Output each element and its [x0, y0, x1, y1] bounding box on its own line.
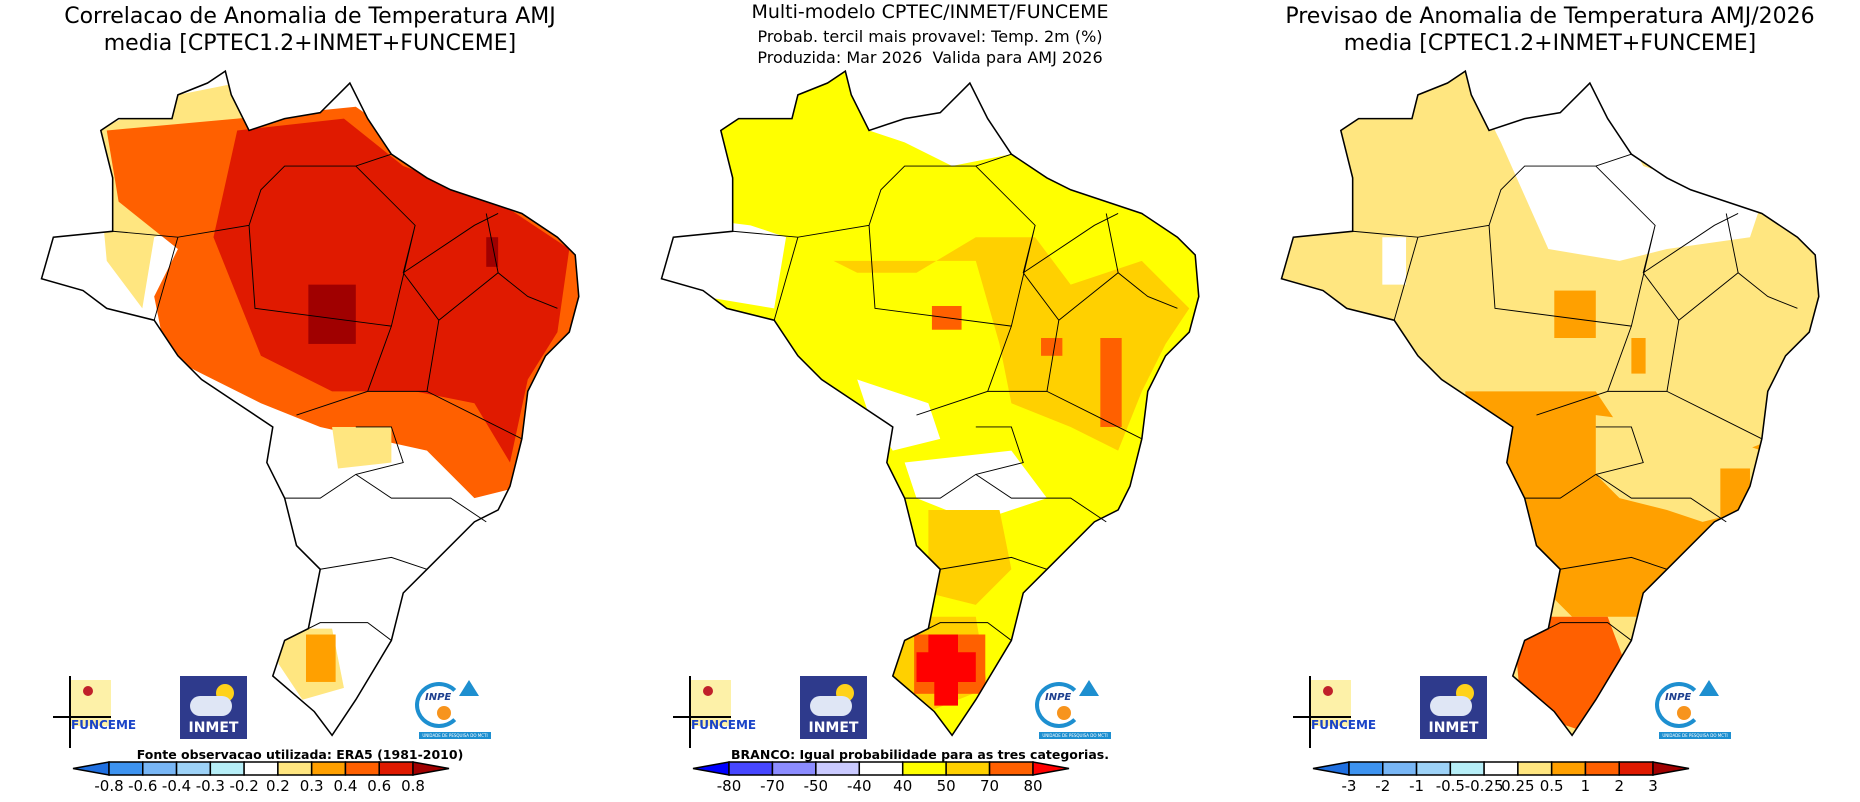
panel-correlation: Correlacao de Anomalia de Temperatura AM… [0, 0, 620, 802]
panel-title-line-2: media [CPTEC1.2+INMET+FUNCEME] [1343, 31, 1757, 56]
colorbar-graphic [1312, 761, 1690, 776]
colorbar-swatch [988, 761, 1034, 776]
colorbar-tick-label: -0.4 [161, 777, 192, 795]
colorbar-swatch [1483, 761, 1519, 776]
colorbar-swatch [1550, 761, 1587, 776]
colorbar-swatch [901, 761, 947, 776]
colorbar-tick-label: -0.3 [195, 777, 225, 795]
brazil-map [1280, 69, 1820, 737]
colorbar-swatch [1584, 761, 1620, 776]
colorbar-left-arrow [1312, 761, 1350, 776]
inpe-logo-band: UNIDADE DE PESQUISA DO MCTI [419, 732, 491, 739]
colorbar-tick-label: 0.8 [401, 777, 425, 795]
colorbar-graphic [72, 761, 450, 776]
colorbar-tick-label: -0.8 [94, 777, 124, 795]
inpe-logo-band: UNIDADE DE PESQUISA DO MCTI [1659, 732, 1731, 739]
colorbar-swatch [277, 761, 313, 776]
inmet-logo: INMET [1420, 676, 1487, 739]
colorbar-swatch [945, 761, 991, 776]
inmet-logo-text: INMET [188, 720, 239, 736]
colorbar-swatch [344, 761, 380, 776]
inpe-logo-text: INPE [425, 692, 452, 703]
colorbar-tick-label: 70 [980, 777, 1000, 795]
panel-probability: Multi-modelo CPTEC/INMET/FUNCEME Probab.… [620, 0, 1240, 802]
colorbar-swatch [310, 761, 347, 776]
colorbar-swatch [142, 761, 178, 776]
panel-title-line-1: Correlacao de Anomalia de Temperatura AM… [64, 4, 556, 29]
inpe-logo: INPE UNIDADE DE PESQUISA DO MCTI [409, 680, 494, 742]
colorbar-swatch [858, 761, 904, 776]
funceme-logo-text: FUNCEME [1311, 718, 1377, 732]
colorbar-tick-label: -40 [847, 777, 872, 795]
inmet-logo: INMET [180, 676, 247, 739]
colorbar-swatch [1348, 761, 1384, 776]
colorbar-swatch [771, 761, 817, 776]
colorbar-tick-label: 0.6 [367, 777, 392, 795]
colorbar-tick-label: 3 [1648, 777, 1658, 795]
colorbar-tick-label: 40 [893, 777, 913, 795]
colorbar-right-arrow [1032, 761, 1070, 776]
inpe-logo-band: UNIDADE DE PESQUISA DO MCTI [1039, 732, 1111, 739]
panel-title-line-2: media [CPTEC1.2+INMET+FUNCEME] [103, 31, 517, 56]
colorbar-tick-label: 0.5 [1539, 777, 1564, 795]
colorbar-swatch [1382, 761, 1418, 776]
inmet-logo-text: INMET [808, 720, 859, 736]
inpe-logo-text: INPE [1045, 692, 1072, 703]
colorbar-tick-label: -3 [1341, 777, 1357, 795]
panel-title-line-1: Multi-modelo CPTEC/INMET/FUNCEME [751, 1, 1109, 23]
colorbar-tick-label: 80 [1023, 777, 1043, 795]
colorbar-tick-label: -0.5 [1435, 777, 1465, 795]
funceme-logo: FUNCEME [53, 676, 136, 748]
inmet-logo: INMET [800, 676, 867, 739]
funceme-logo: FUNCEME [673, 676, 756, 748]
funceme-logo: FUNCEME [1293, 676, 1376, 748]
colorbar-tick-label: 50 [936, 777, 956, 795]
panel-title-line-1: Previsao de Anomalia de Temperatura AMJ/… [1285, 4, 1815, 29]
panel-forecast: Previsao de Anomalia de Temperatura AMJ/… [1240, 0, 1860, 802]
colorbar-swatch [175, 761, 212, 776]
colorbar-swatch [108, 761, 144, 776]
colorbar-tick-label: 0.25 [1501, 777, 1535, 795]
inpe-logo-text: INPE [1665, 692, 1692, 703]
inpe-logo: INPE UNIDADE DE PESQUISA DO MCTI [1029, 680, 1114, 742]
colorbar-graphic [692, 761, 1070, 776]
brazil-map [660, 69, 1200, 737]
colorbar-left-arrow [692, 761, 730, 776]
colorbar-caption: BRANCO: Igual probabilidade para as tres… [731, 747, 1109, 762]
colorbar-tick-label: 0.3 [299, 777, 324, 795]
colorbar-right-arrow [1652, 761, 1690, 776]
colorbar-swatch [1517, 761, 1553, 776]
inpe-logo: INPE UNIDADE DE PESQUISA DO MCTI [1649, 680, 1734, 742]
inmet-logo-text: INMET [1428, 720, 1479, 736]
brazil-map [40, 69, 580, 737]
colorbar-tick-label: -0.25 [1464, 777, 1504, 795]
colorbar-swatch [243, 761, 279, 776]
colorbar-swatch [378, 761, 414, 776]
panel-title-line-2: Probab. tercil mais provavel: Temp. 2m (… [757, 27, 1103, 46]
colorbar-swatch [1618, 761, 1654, 776]
colorbar-tick-label: -0.2 [229, 777, 259, 795]
funceme-logo-text: FUNCEME [691, 718, 757, 732]
colorbar-swatch [728, 761, 774, 776]
colorbar-swatch [1449, 761, 1485, 776]
colorbar-tick-label: 0.4 [333, 777, 358, 795]
colorbar-tick-label: -1 [1409, 777, 1425, 795]
funceme-logo-text: FUNCEME [71, 718, 137, 732]
colorbar-swatch [209, 761, 245, 776]
colorbar-tick-label: -80 [716, 777, 742, 795]
colorbar-tick-label: -50 [803, 777, 829, 795]
panel-title-line-3: Produzida: Mar 2026 Valida para AMJ 2026 [757, 48, 1103, 67]
colorbar-tick-label: -70 [760, 777, 785, 795]
colorbar-swatch [1415, 761, 1452, 776]
colorbar-right-arrow [412, 761, 450, 776]
colorbar-tick-label: -2 [1375, 777, 1391, 795]
colorbar-swatch [815, 761, 861, 776]
colorbar-tick-label: 1 [1580, 777, 1591, 795]
colorbar-tick-label: 2 [1614, 777, 1624, 795]
colorbar-tick-label: -0.6 [128, 777, 158, 795]
colorbar-left-arrow [72, 761, 110, 776]
colorbar-tick-label: 0.2 [265, 777, 290, 795]
colorbar-caption: Fonte observacao utilizada: ERA5 (1981-2… [136, 747, 464, 762]
